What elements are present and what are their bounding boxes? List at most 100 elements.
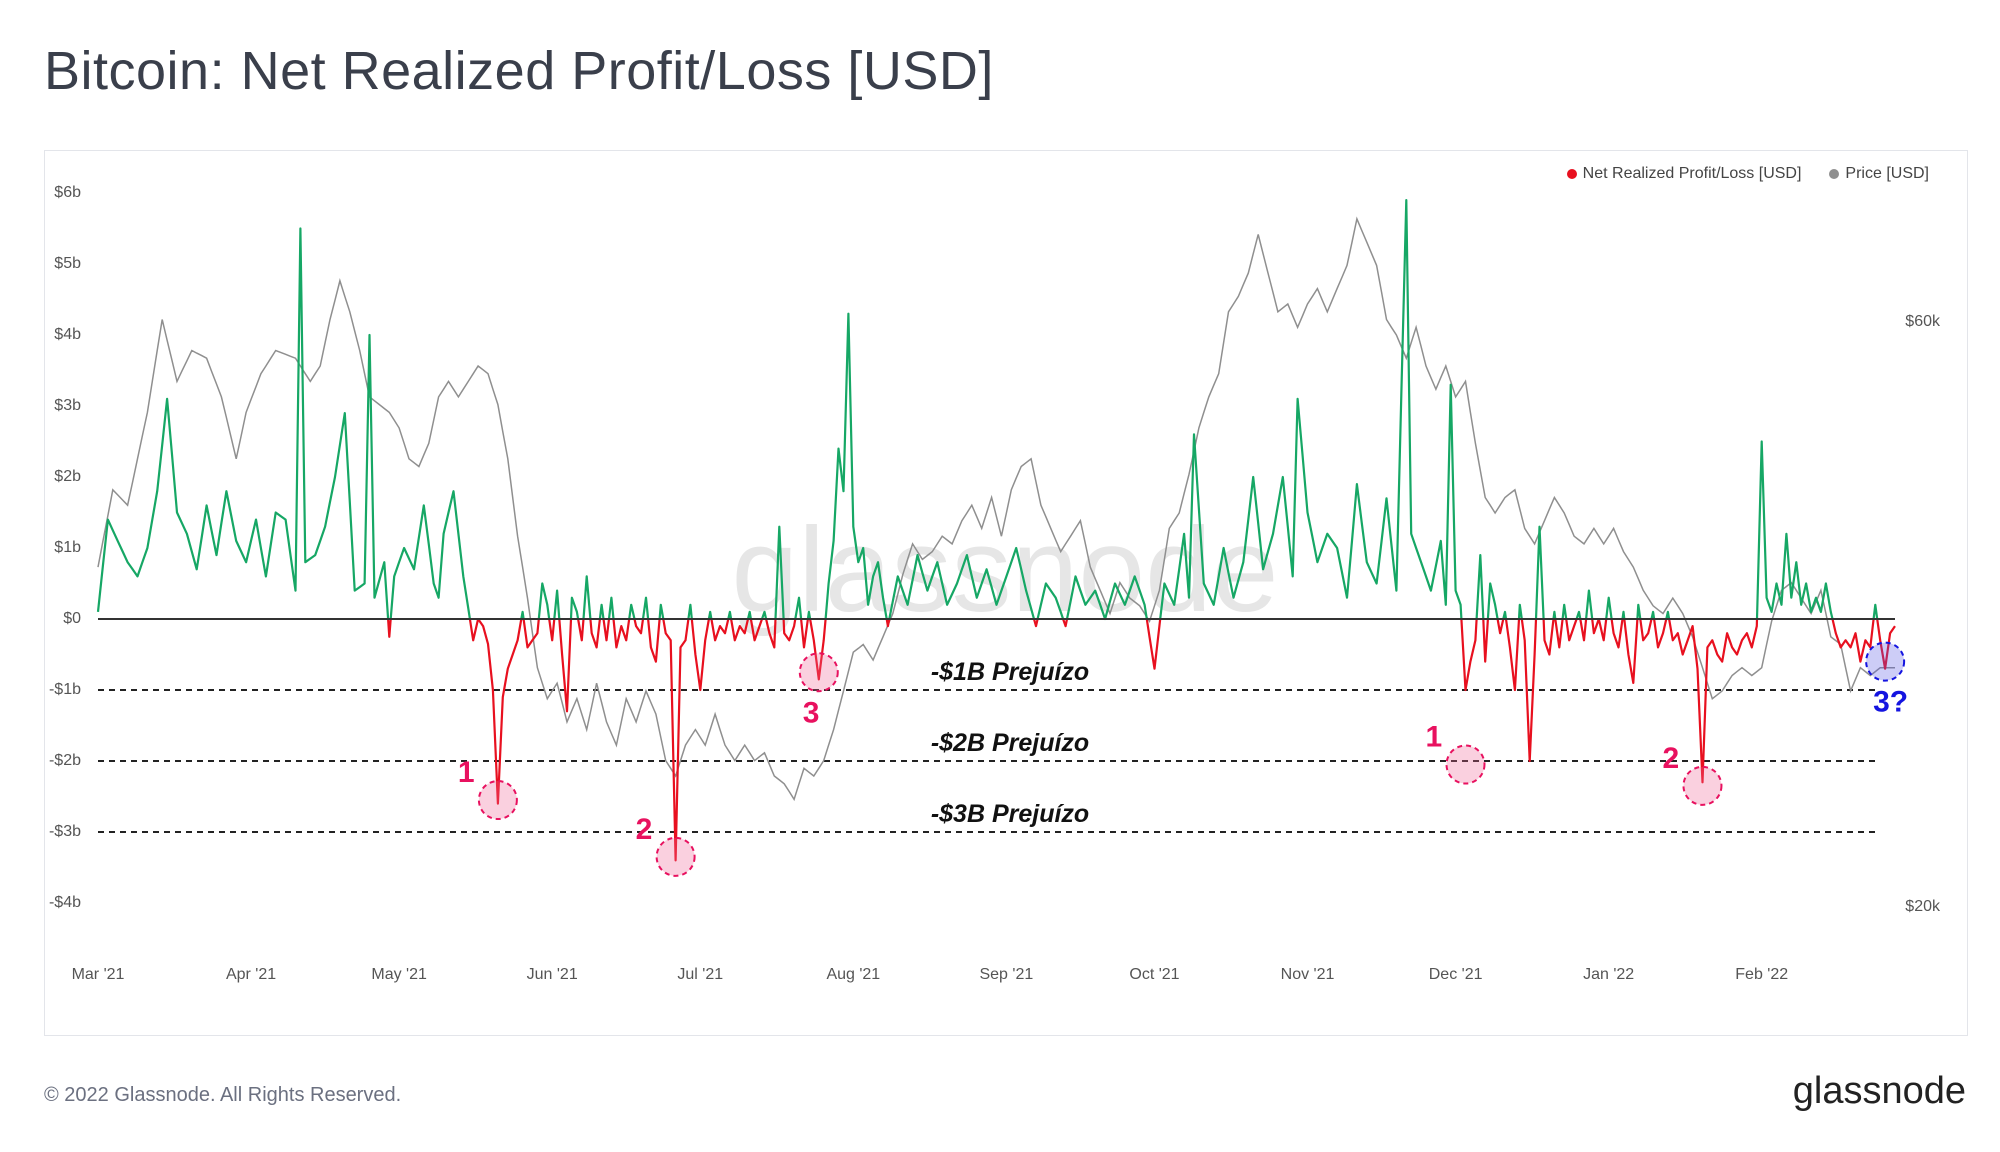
loss-line-segment <box>1520 618 1538 763</box>
profit-line-segment <box>1872 603 1879 620</box>
profit-line-segment <box>888 546 1036 620</box>
loss-line-segment <box>730 618 750 642</box>
loss-line-segment <box>1653 618 1668 649</box>
loss-line-segment <box>809 618 827 681</box>
profit-line-segment <box>1605 596 1613 620</box>
loss-line-segment <box>765 618 777 649</box>
profit-line-segment <box>582 575 592 620</box>
loss-line-segment <box>612 618 631 649</box>
annotation-circle <box>655 836 696 877</box>
legend-label-profit-loss: Net Realized Profit/Loss [USD] <box>1582 165 1802 182</box>
legend-dot-red-icon <box>1566 169 1577 179</box>
loss-line-segment <box>1145 618 1162 670</box>
chart-svg: glassnode $6b $5b $4b $3b $2b $1b $0 -$1b -$2b -$3… <box>49 184 1941 983</box>
profit-line-segment <box>824 312 888 620</box>
loss-line-segment <box>1623 618 1639 685</box>
profit-line-segment <box>1561 603 1568 620</box>
x-tick-label: Jun '21 <box>527 966 578 983</box>
loss-line-segment <box>558 618 573 713</box>
loss-line-segment <box>1597 618 1608 642</box>
loss-line-segment <box>647 618 661 663</box>
loss-line-segment <box>468 618 480 642</box>
legend-label-price: Price [USD] <box>1845 165 1929 182</box>
loss-line-segment <box>1668 618 1759 784</box>
y-tick-label: -$2b <box>49 752 81 769</box>
footer-copyright: © 2022 Glassnode. All Rights Reserved. <box>44 1084 402 1106</box>
x-tick-label: Jul '21 <box>677 966 723 983</box>
y-tick-label: -$1b <box>49 681 81 698</box>
y-tick-label: $2b <box>54 468 81 485</box>
profit-line-segment <box>641 596 650 620</box>
loss-line-segment <box>749 618 764 642</box>
annotation-label: 2 <box>1662 742 1679 775</box>
annotation-label: 3? <box>1873 686 1908 719</box>
loss-line-segment <box>662 618 690 862</box>
legend-item-price[interactable]: Price [USD] <box>1829 165 1929 183</box>
profit-line-segment <box>1665 610 1671 620</box>
profit-line-segment <box>1575 610 1582 620</box>
loss-line-segment <box>1876 618 1896 670</box>
loss-line-segment <box>1504 618 1521 692</box>
loss-level-label: -$1B Prejuízo <box>931 658 1089 686</box>
glassnode-logo[interactable]: glassnode <box>1792 1070 1966 1112</box>
annotation-label: 3 <box>803 696 820 729</box>
annotation-circle <box>1445 744 1486 785</box>
y-tick-label: $4b <box>54 326 81 343</box>
profit-line-segment <box>687 603 693 620</box>
profit-line-segment <box>806 610 812 620</box>
profit-line-segment <box>569 596 580 620</box>
profit-line-segment <box>1534 525 1545 620</box>
loss-line-segment <box>589 618 601 649</box>
y-tick-label: $5b <box>54 255 81 272</box>
loss-line-segment <box>548 618 556 642</box>
profit-line-segment <box>1552 610 1557 620</box>
loss-line-segment <box>602 618 611 642</box>
profit-line-segment <box>96 227 390 620</box>
y2-tick-label: $60k <box>1905 313 1941 330</box>
loss-line-segment <box>577 618 585 642</box>
profit-line-segment <box>794 596 803 620</box>
profit-line-segment <box>746 610 752 620</box>
y-tick-label: $1b <box>54 539 81 556</box>
price-line <box>97 216 1895 802</box>
loss-line-segment <box>885 618 891 628</box>
annotation-circle <box>477 780 518 821</box>
x-tick-label: Mar '21 <box>72 966 125 983</box>
loss-line-segment <box>782 618 797 642</box>
watermark: glassnode <box>731 503 1278 637</box>
profit-line-segment <box>1159 198 1463 620</box>
profit-line-segment <box>1065 575 1148 621</box>
profit-line-segment <box>1636 603 1642 620</box>
page-title: Bitcoin: Net Realized Profit/Loss [USD] <box>44 41 994 101</box>
loss-line-segment <box>1831 618 1875 663</box>
annotation-circle <box>1865 641 1906 682</box>
chart-panel: Net Realized Profit/Loss [USD] Price [US… <box>44 150 1968 1036</box>
loss-line-segment <box>1565 618 1578 642</box>
profit-line-segment <box>727 610 733 620</box>
loss-line-segment <box>1032 618 1039 628</box>
profit-line-segment <box>1650 610 1656 620</box>
loss-line-segment <box>387 618 392 638</box>
loss-level-label: -$2B Prejuízo <box>931 729 1089 757</box>
x-tick-label: Jan '22 <box>1583 966 1634 983</box>
loss-line-segment <box>1542 618 1555 656</box>
profit-line-segment <box>1755 440 1834 620</box>
y-tick-label: $0 <box>63 610 81 627</box>
chart-legend: Net Realized Profit/Loss [USD] Price [US… <box>1566 165 1929 183</box>
profit-line-segment <box>537 582 551 620</box>
loss-line-segment <box>1460 618 1478 692</box>
loss-line-segment <box>710 618 730 642</box>
x-tick-label: Feb '22 <box>1735 966 1788 983</box>
profit-line-segment <box>553 589 561 620</box>
profit-line-segment <box>760 610 768 620</box>
legend-item-profit-loss[interactable]: Net Realized Profit/Loss [USD] <box>1566 165 1802 183</box>
profit-line-segment <box>1585 589 1594 620</box>
loss-line-segment <box>1591 618 1600 635</box>
loss-line-segment <box>800 618 809 649</box>
legend-dot-gray-icon <box>1829 169 1840 179</box>
profit-line-segment <box>1502 610 1508 620</box>
profit-line-segment <box>607 596 615 620</box>
profit-line-segment <box>1475 554 1485 620</box>
profit-line-segment <box>520 610 525 620</box>
y2-tick-label: $20k <box>1905 898 1941 915</box>
